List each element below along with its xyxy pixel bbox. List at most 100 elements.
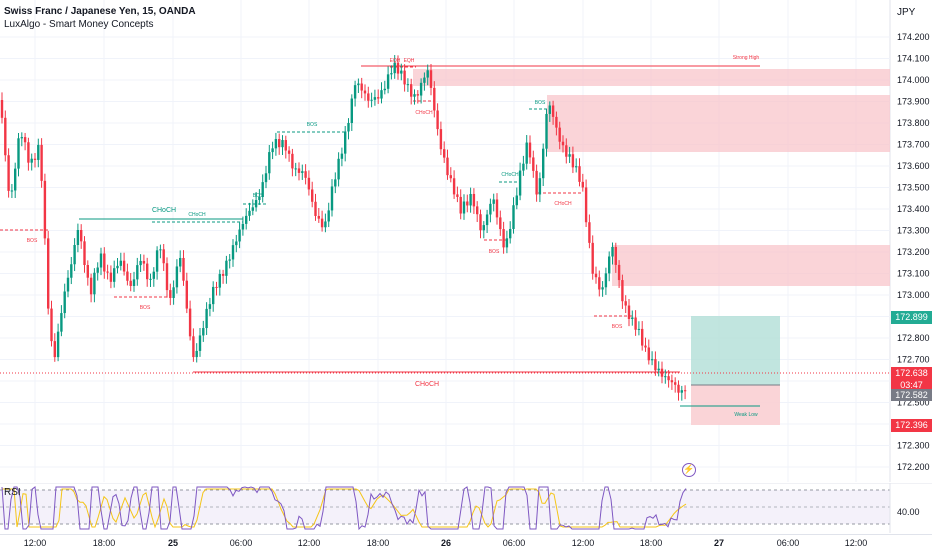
candle-body [317, 215, 320, 219]
stop-loss-badge: 172.396 [891, 419, 932, 432]
main-chart[interactable]: 174.200 174.100 174.000 173.900 173.800 173.7… [0, 0, 932, 482]
chart-title-block: Swiss Franc / Japanese Yen, 15, OANDA Lu… [4, 5, 196, 31]
candle-body [347, 122, 350, 132]
candle-body [396, 62, 400, 74]
candle-body [492, 199, 495, 204]
candle-body [109, 272, 113, 282]
candle-body [363, 90, 367, 94]
price-tick-label: 172.700 [897, 355, 930, 365]
candle-body [406, 84, 410, 86]
candle-body [93, 272, 96, 295]
candle-body [400, 70, 403, 74]
price-tick-label: 173.300 [897, 226, 930, 236]
candle-body [502, 229, 505, 248]
candle-body [664, 376, 667, 378]
candle-body [73, 245, 76, 265]
price-tick-label: 173.600 [897, 161, 930, 171]
candle-body [202, 328, 205, 336]
price-tick-label: 173.100 [897, 269, 930, 279]
candle-body [320, 218, 324, 228]
candle-body [132, 279, 136, 286]
lightning-icon[interactable]: ⚡ [682, 463, 696, 477]
candle-body [86, 265, 89, 278]
supply-zone [547, 95, 890, 152]
candle-body [7, 155, 10, 191]
time-tick-label: 18:00 [92, 538, 116, 548]
time-tick-label: 27 [713, 538, 725, 548]
candle-body [4, 117, 7, 156]
candle-body [476, 206, 479, 215]
candle-body [350, 98, 353, 123]
candle-body [677, 384, 680, 393]
time-axis[interactable]: 12:00 18:00 25 06:00 12:00 18:00 26 06:00 12:00 1… [0, 534, 932, 550]
candle-body [598, 277, 601, 290]
candle-body [221, 274, 225, 276]
symbol-title[interactable]: Swiss Franc / Japanese Yen, 15, OANDA [4, 6, 196, 17]
candle-body [611, 246, 614, 257]
time-tick-label: 12:00 [297, 538, 321, 548]
candle-body [558, 127, 561, 142]
candle-body [96, 267, 99, 273]
structure-label: CHoCH [188, 212, 206, 218]
structure-label: Weak Low [734, 412, 758, 418]
candle-body [116, 265, 119, 269]
candle-body [614, 246, 617, 265]
candle-body [641, 328, 644, 346]
candle-body [456, 194, 459, 197]
structure-label: EQH [390, 58, 401, 64]
candle-body [66, 277, 70, 292]
candle-body [231, 245, 235, 260]
price-tick-label: 173.400 [897, 204, 930, 214]
candle-body [126, 271, 129, 281]
candle-body [287, 150, 291, 154]
structure-label: BOS [307, 122, 318, 128]
candle-body [192, 336, 195, 358]
candle-body [103, 253, 106, 272]
candle-body [383, 88, 386, 91]
candle-body [410, 84, 413, 97]
price-tick-label: 172.200 [897, 462, 930, 472]
candle-body [575, 166, 578, 168]
candle-body [113, 268, 116, 282]
candle-body [146, 263, 149, 280]
candle-body [53, 341, 56, 358]
time-tick-label: 12:00 [844, 538, 868, 548]
candle-body [83, 241, 86, 266]
candle-body [238, 229, 241, 242]
candle-body [528, 142, 532, 158]
structure-label: BOS [253, 193, 264, 199]
candle-body [631, 317, 634, 320]
rsi-pane-label[interactable]: RSI [4, 487, 21, 498]
candle-body [545, 113, 548, 149]
structure-label: EQH [404, 58, 415, 64]
candle-body [565, 145, 568, 157]
candle-body [225, 260, 228, 276]
candle-body [433, 87, 436, 111]
structure-label: BOS [489, 249, 500, 255]
candle-body [683, 390, 687, 392]
candle-body [680, 390, 683, 393]
candle-body [215, 286, 218, 288]
price-tick-label: 173.900 [897, 97, 930, 107]
candle-body [515, 195, 518, 206]
candle-body [10, 190, 14, 192]
rsi-pane[interactable] [0, 483, 932, 533]
candle-body [175, 266, 179, 288]
candle-body [624, 301, 627, 306]
candle-body [578, 166, 581, 182]
candle-body [0, 100, 4, 118]
candle-body [548, 105, 551, 114]
candle-body [459, 196, 462, 214]
candle-body [568, 154, 571, 157]
candle-body [301, 171, 304, 173]
indicator-title[interactable]: LuxAlgo - Smart Money Concepts [4, 19, 154, 30]
candle-body [278, 139, 281, 148]
candle-body [142, 260, 146, 264]
candle-body [330, 186, 334, 211]
candle-body [76, 230, 80, 246]
candle-body [647, 347, 650, 361]
structure-label: BOS [27, 238, 38, 244]
candle-body [63, 291, 66, 314]
candle-body [360, 83, 363, 91]
rsi-axis-value: 40.00 [897, 507, 920, 517]
